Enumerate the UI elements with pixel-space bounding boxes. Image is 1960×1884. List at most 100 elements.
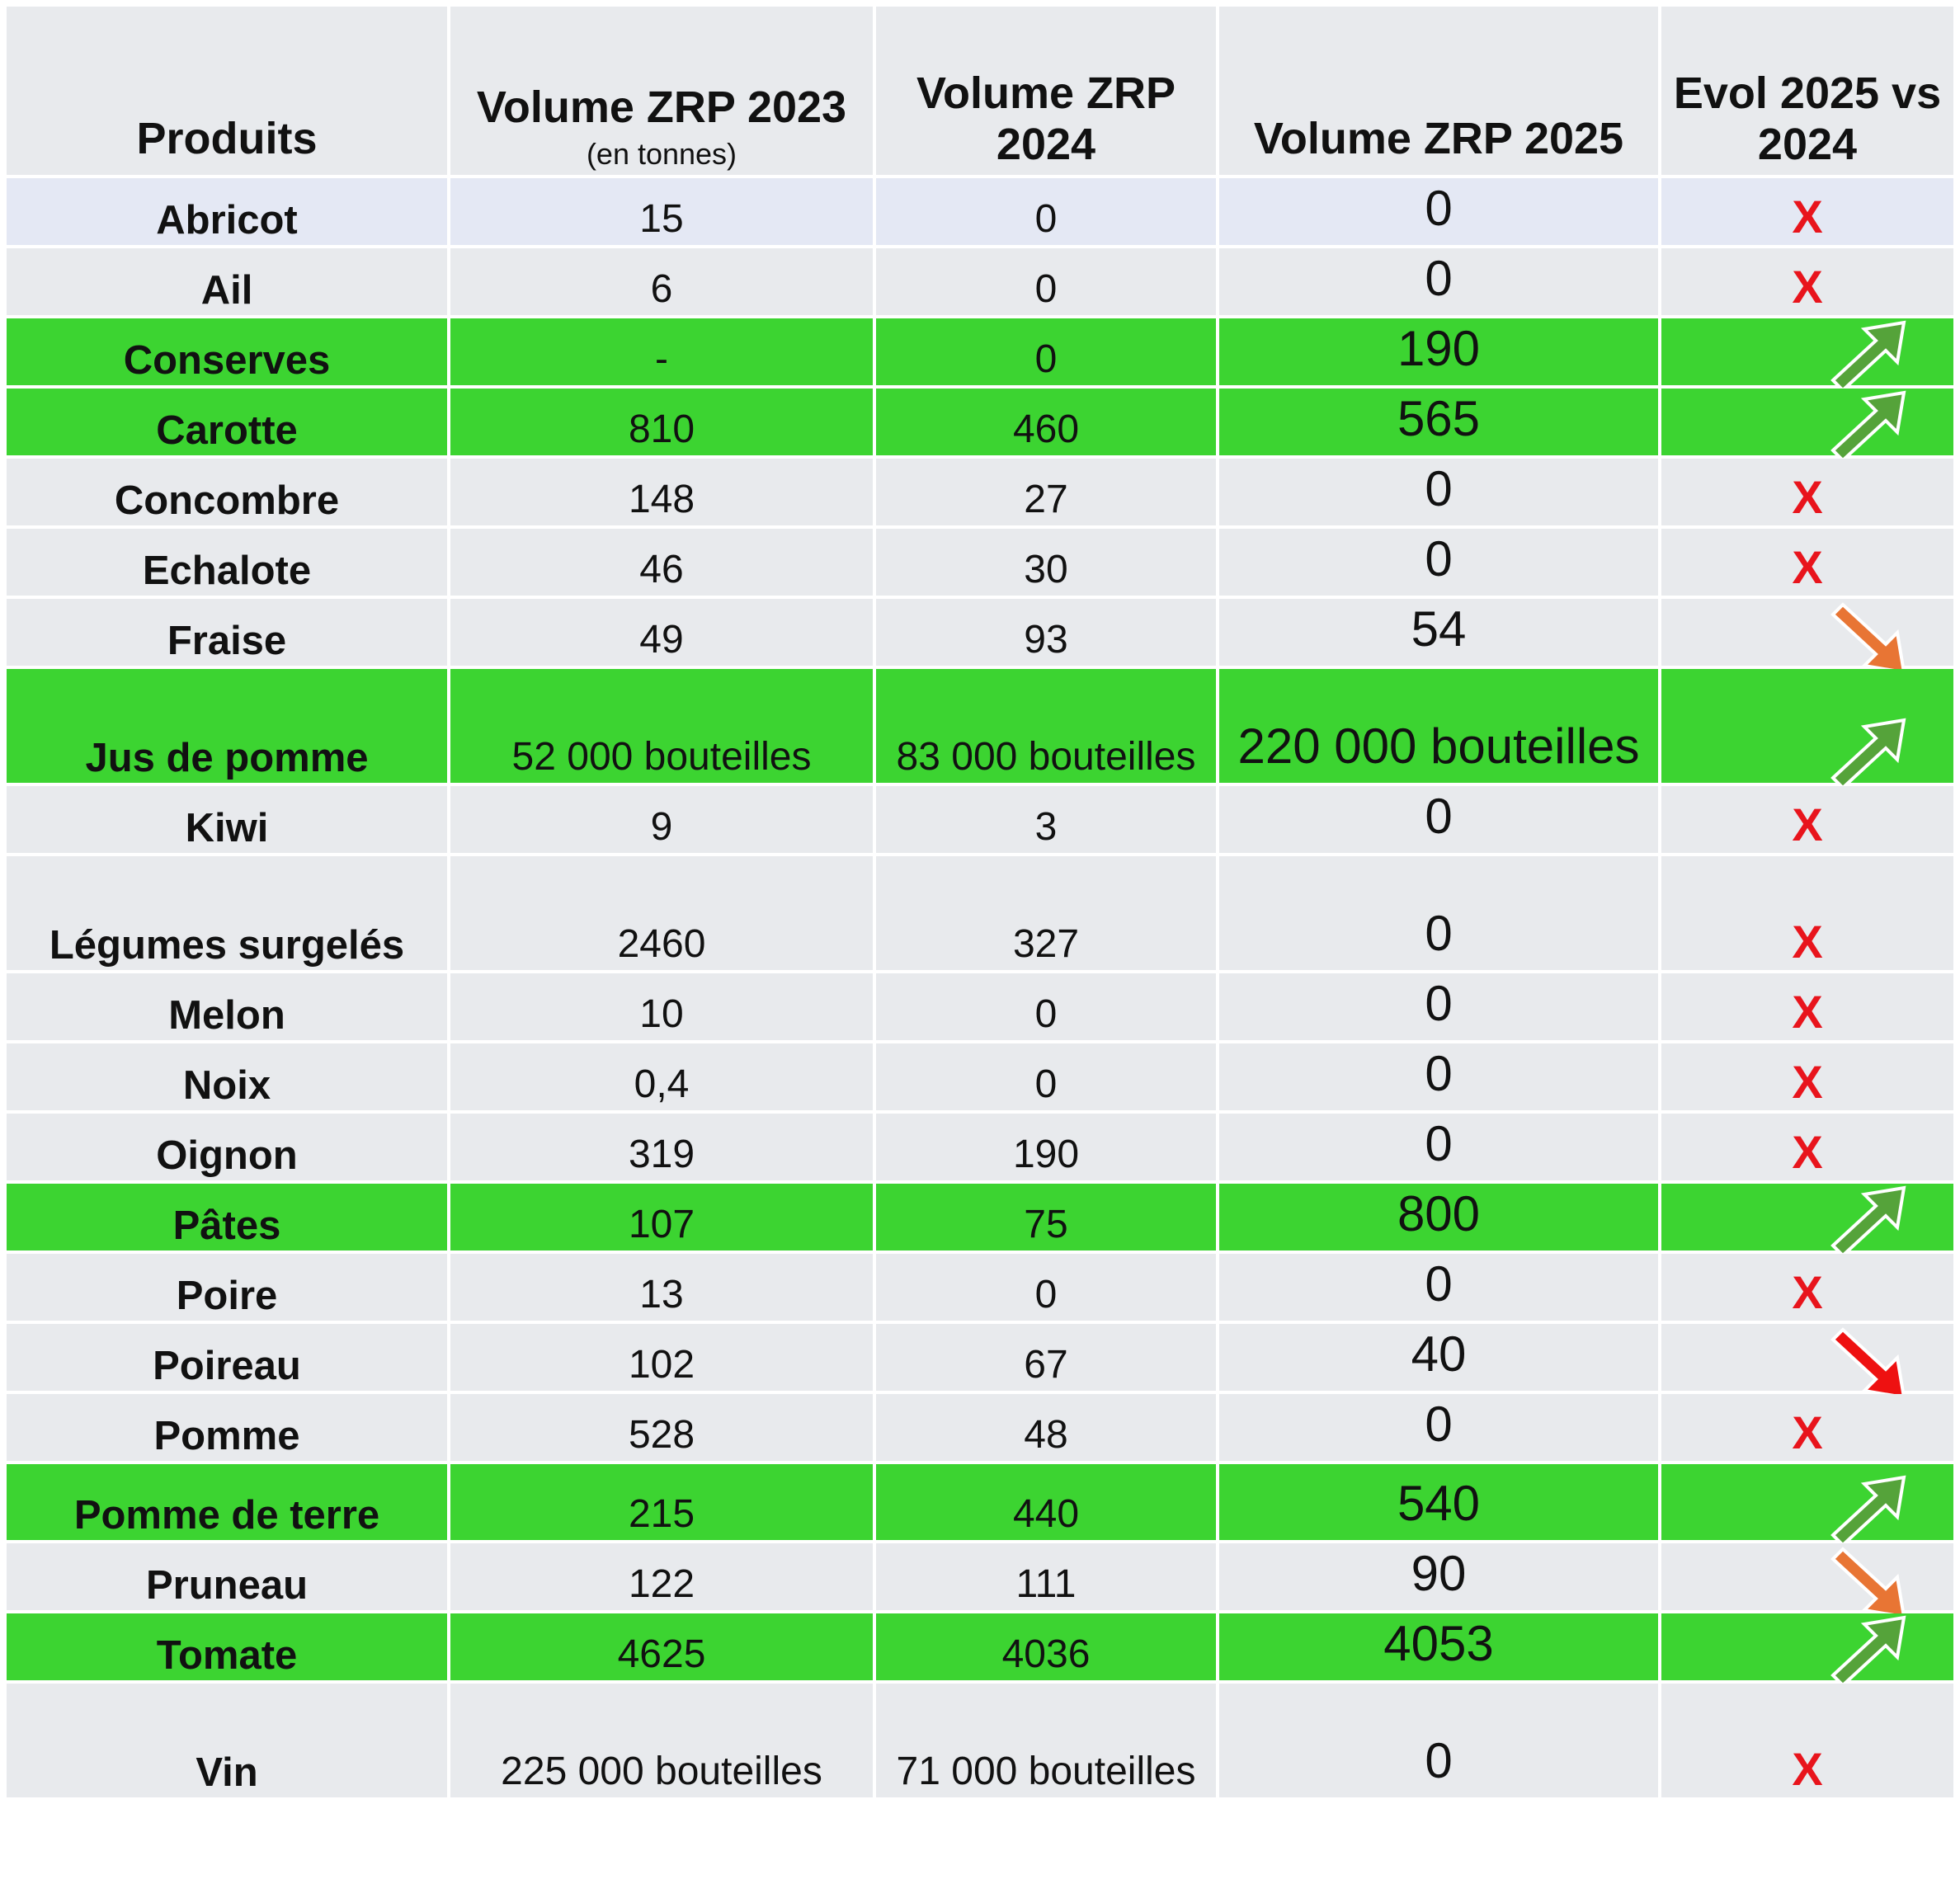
cell-volume-2024: 93 [876, 599, 1216, 666]
cell-evol [1661, 318, 1953, 393]
cell-produit: Concombre [7, 459, 447, 525]
up-arrow-icon [1830, 1615, 1906, 1688]
cell-volume-2024: 67 [876, 1324, 1216, 1391]
decrease-x-mark: X [1792, 916, 1823, 968]
up-arrow-icon [1830, 390, 1906, 463]
cell-volume-2024: 27 [876, 459, 1216, 525]
cell-evol [1661, 599, 1953, 675]
cell-volume-2025: 0 [1219, 459, 1658, 525]
cell-volume-2023: 810 [450, 389, 873, 455]
table-row: Jus de pomme 52 000 bouteilles 83 000 bout… [7, 669, 1953, 790]
cell-volume-2025: 54 [1219, 599, 1658, 666]
cell-evol: X [1661, 786, 1953, 853]
table-row: Ail 6 0 0 X [7, 248, 1953, 315]
table-body: Abricot 15 0 0 X Ail 6 0 0 X Conserves -0 190 Carotte… [7, 178, 1953, 1797]
cell-volume-2024: 0 [876, 318, 1216, 385]
down-arrow-orange-icon [1830, 602, 1906, 675]
table-row: Pomme 528 48 0 X [7, 1394, 1953, 1461]
header-produits: Produits [7, 7, 447, 175]
cell-produit: Conserves [7, 318, 447, 385]
table-row: Carotte 810 460 565 [7, 389, 1953, 463]
cell-produit: Légumes surgelés [7, 856, 447, 970]
table-row: Vin 225 000 bouteilles 71 000 bouteilles 0 X [7, 1684, 1953, 1797]
cell-volume-2023: 148 [450, 459, 873, 525]
header-volume-2023-unit: (en tonnes) [586, 137, 737, 171]
cell-evol: X [1661, 1114, 1953, 1180]
cell-evol: X [1661, 248, 1953, 315]
cell-volume-2025: 0 [1219, 248, 1658, 315]
cell-volume-2023: 9 [450, 786, 873, 853]
cell-produit: Pomme de terre [7, 1464, 447, 1540]
cell-volume-2024: 75 [876, 1184, 1216, 1251]
cell-volume-2023: 0,4 [450, 1043, 873, 1110]
cell-volume-2024: 190 [876, 1114, 1216, 1180]
decrease-x-mark: X [1792, 1266, 1823, 1318]
cell-volume-2025: 0 [1219, 786, 1658, 853]
cell-volume-2024: 30 [876, 529, 1216, 596]
cell-volume-2025: 190 [1219, 318, 1658, 385]
cell-volume-2025: 0 [1219, 1394, 1658, 1461]
cell-volume-2024: 460 [876, 389, 1216, 455]
table-row: Oignon 319 190 0 X [7, 1114, 1953, 1180]
decrease-x-mark: X [1792, 191, 1823, 243]
cell-produit: Oignon [7, 1114, 447, 1180]
table-row: Noix 0,4 0 0 X [7, 1043, 1953, 1110]
cell-volume-2025: 0 [1219, 1684, 1658, 1797]
cell-volume-2025: 565 [1219, 389, 1658, 455]
cell-volume-2024: 0 [876, 1043, 1216, 1110]
cell-produit: Carotte [7, 389, 447, 455]
table-row: Conserves -0 190 [7, 318, 1953, 393]
cell-evol: X [1661, 1394, 1953, 1461]
header-volume-2025: Volume ZRP 2025 [1219, 7, 1658, 175]
cell-volume-2025: 40 [1219, 1324, 1658, 1391]
up-arrow-icon [1830, 718, 1906, 790]
decrease-x-mark: X [1792, 541, 1823, 593]
cell-volume-2023: 215 [450, 1464, 873, 1540]
cell-produit: Melon [7, 973, 447, 1040]
header-volume-2024-label: Volume ZRP 2024 [916, 68, 1176, 169]
decrease-x-mark: X [1792, 986, 1823, 1038]
header-row: Produits Volume ZRP 2023 (en tonnes) Volu… [7, 7, 1953, 175]
decrease-x-mark: X [1792, 471, 1823, 523]
cell-evol: X [1661, 973, 1953, 1040]
table-row: Concombre 148 27 0 X [7, 459, 1953, 525]
cell-evol: X [1661, 856, 1953, 970]
decrease-x-mark: X [1792, 261, 1823, 313]
header-volume-2023: Volume ZRP 2023 (en tonnes) [450, 7, 873, 175]
header-evol-label: Evol 2025 vs 2024 [1673, 68, 1942, 169]
table-row: Fraise 49 93 54 [7, 599, 1953, 675]
cell-volume-2024: 0 [876, 248, 1216, 315]
decrease-x-mark: X [1792, 1406, 1823, 1458]
table-row: Kiwi 9 3 0 X [7, 786, 1953, 853]
header-volume-2024: Volume ZRP 2024 [876, 7, 1216, 175]
cell-evol [1661, 1613, 1953, 1688]
cell-evol: X [1661, 459, 1953, 525]
cell-volume-2025: 0 [1219, 178, 1658, 245]
cell-evol [1661, 389, 1953, 463]
cell-volume-2023: 107 [450, 1184, 873, 1251]
cell-produit: Noix [7, 1043, 447, 1110]
cell-volume-2023: 225 000 bouteilles [450, 1684, 873, 1797]
cell-evol [1661, 1543, 1953, 1619]
cell-volume-2023: 52 000 bouteilles [450, 669, 873, 783]
zrp-volume-table: Produits Volume ZRP 2023 (en tonnes) Volu… [3, 3, 1957, 1801]
cell-volume-2023: 319 [450, 1114, 873, 1180]
cell-volume-2024: 0 [876, 973, 1216, 1040]
cell-volume-2025: 0 [1219, 856, 1658, 970]
cell-produit: Vin [7, 1684, 447, 1797]
cell-produit: Abricot [7, 178, 447, 245]
cell-volume-2024: 111 [876, 1543, 1216, 1610]
cell-produit: Poireau [7, 1324, 447, 1391]
cell-volume-2024: 327 [876, 856, 1216, 970]
cell-evol [1661, 669, 1953, 790]
table-row: Poireau 102 67 40 [7, 1324, 1953, 1400]
header-volume-2025-label: Volume ZRP 2025 [1253, 114, 1624, 163]
cell-volume-2024: 4036 [876, 1613, 1216, 1680]
table-row: Légumes surgelés 2460 327 0 X [7, 856, 1953, 970]
down-arrow-red-icon [1830, 1327, 1906, 1400]
cell-volume-2023: 46 [450, 529, 873, 596]
cell-produit: Poire [7, 1254, 447, 1321]
cell-volume-2024: 0 [876, 1254, 1216, 1321]
cell-volume-2024: 0 [876, 178, 1216, 245]
cell-volume-2023: - [450, 318, 873, 385]
